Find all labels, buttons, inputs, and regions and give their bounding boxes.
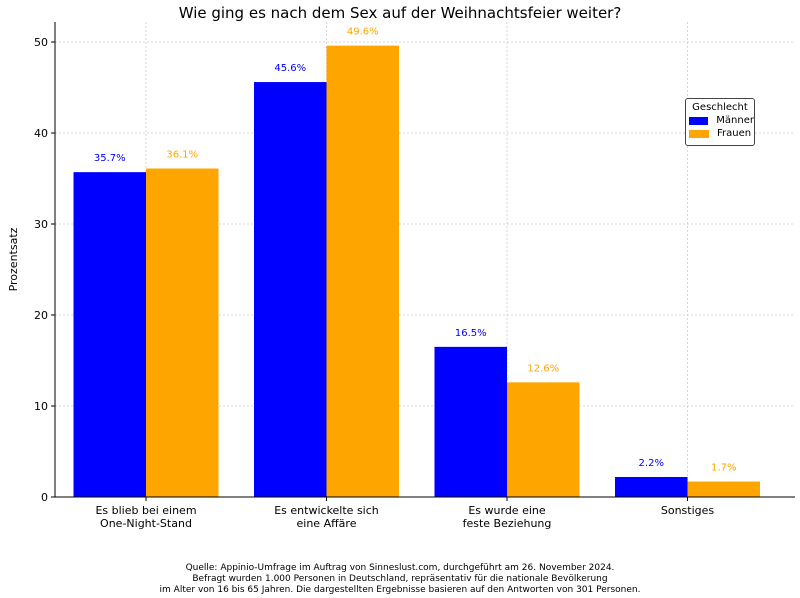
legend-label-maenner: Männer <box>716 115 754 126</box>
x-tick-label-line: eine Affäre <box>297 517 357 530</box>
bar-frauen <box>687 481 760 497</box>
x-tick-label: Es entwickelte sich eine Affäre <box>274 504 379 530</box>
y-tick-label: 0 <box>41 491 48 504</box>
y-tick-label: 30 <box>34 218 48 231</box>
chart-title: Wie ging es nach dem Sex auf der Weihnac… <box>178 4 622 22</box>
x-tick-label-line: Sonstiges <box>661 504 715 517</box>
data-label: 45.6% <box>274 63 306 74</box>
source-footnote: Quelle: Appinio-Umfrage im Auftrag von S… <box>0 563 800 596</box>
legend: Geschlecht Männer Frauen <box>685 98 755 146</box>
legend-item-maenner: Männer <box>689 115 754 126</box>
y-tick-label: 20 <box>34 309 48 322</box>
footnote-line: Quelle: Appinio-Umfrage im Auftrag von S… <box>185 563 615 573</box>
footnote-line: Befragt wurden 1.000 Personen in Deutsch… <box>192 574 608 584</box>
data-label: 35.7% <box>94 153 126 164</box>
y-tick-label: 50 <box>34 36 48 49</box>
y-tick-label: 10 <box>34 400 48 413</box>
bar-frauen <box>507 382 580 497</box>
footnote-line: im Alter von 16 bis 65 Jahren. Die darge… <box>159 585 641 595</box>
bar-maenner <box>434 346 507 497</box>
legend-swatch-maenner <box>689 116 709 125</box>
bar-maenner <box>73 172 146 497</box>
data-label: 2.2% <box>639 458 664 469</box>
x-tick-label: Sonstiges <box>661 504 715 517</box>
data-label: 49.6% <box>347 27 379 38</box>
x-tick-label-line: Es wurde eine <box>468 504 546 517</box>
data-label: 36.1% <box>166 150 198 161</box>
x-tick-label-line: feste Beziehung <box>463 517 552 530</box>
x-tick-label-line: One-Night-Stand <box>100 517 192 530</box>
legend-label-frauen: Frauen <box>717 128 752 139</box>
x-tick-label-line: Es blieb bei einem <box>95 504 196 517</box>
legend-title: Geschlecht <box>692 102 748 113</box>
legend-item-frauen: Frauen <box>689 128 754 139</box>
bar-frauen <box>326 45 399 498</box>
x-tick-label: Es blieb bei einem One-Night-Stand <box>95 504 196 530</box>
bar-maenner <box>254 82 327 498</box>
data-label: 16.5% <box>455 328 487 339</box>
bar-frauen <box>146 168 219 497</box>
data-label: 1.7% <box>711 463 736 474</box>
y-tick-label: 40 <box>34 127 48 140</box>
legend-swatch-frauen <box>689 129 709 138</box>
y-axis-label: Prozentsatz <box>7 227 20 291</box>
data-label: 12.6% <box>527 363 559 374</box>
bar-maenner <box>615 476 688 497</box>
x-tick-label: Es wurde eine feste Beziehung <box>463 504 552 530</box>
x-tick-label-line: Es entwickelte sich <box>274 504 379 517</box>
